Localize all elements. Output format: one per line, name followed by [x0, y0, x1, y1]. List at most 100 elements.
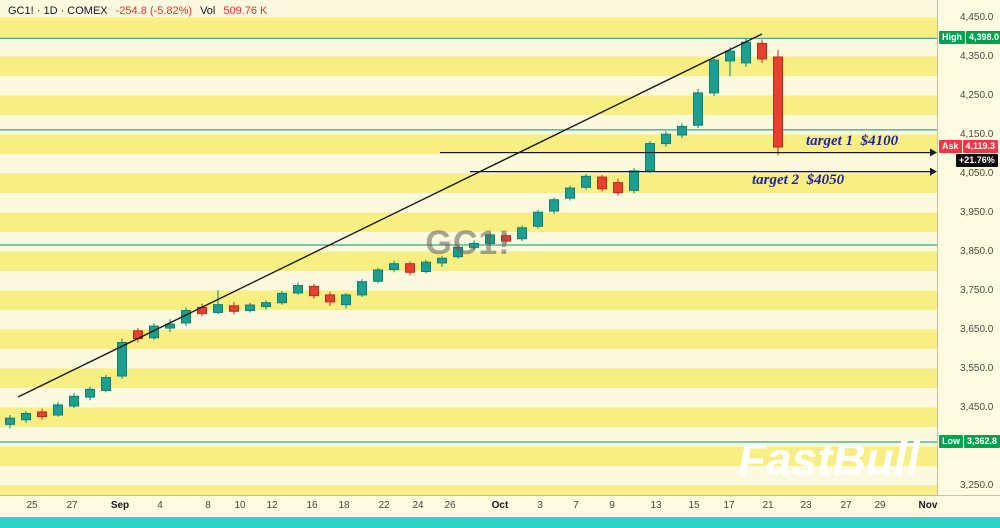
bg-stripe-yellow [0, 212, 937, 232]
bg-stripe-yellow [0, 290, 937, 310]
bg-stripe-yellow [0, 17, 937, 37]
candle-body [645, 143, 655, 172]
symbol-title: GC1! · 1D · COMEX [8, 5, 108, 17]
candle-body [661, 133, 671, 145]
candle-body [85, 388, 95, 398]
price-tick-label: 4,050.0 [960, 168, 994, 179]
candle-body [229, 305, 239, 312]
high-label-badge: High [939, 31, 965, 45]
chart-canvas[interactable]: GC1! GC1! · 1D · COMEX -254.8 (-5.82%) V… [0, 0, 937, 495]
target1-annotation[interactable]: target 1 $4100 [806, 133, 899, 149]
candle-body [357, 281, 367, 296]
time-tick-month: Sep [110, 500, 130, 511]
time-axis[interactable]: 25 27 Sep 4 8 10 12 16 18 22 24 26 Oct 3 7 9 13 15 17 21 23 2… [0, 495, 1000, 518]
change-percent-row: +21.76% [956, 153, 998, 167]
price-tick-label: 3,850.0 [960, 246, 994, 257]
time-tick-day: 9 [609, 500, 615, 511]
bg-stripe-pale [0, 154, 937, 174]
time-tick-day: 26 [444, 500, 456, 511]
target-arrow-2 [930, 167, 937, 176]
time-tick-day: 22 [378, 500, 390, 511]
low-price-badge: 3,362.8 [964, 435, 1000, 448]
candle-body [597, 176, 607, 190]
time-tick-day: 27 [840, 500, 852, 511]
candle-body [549, 199, 559, 212]
time-tick-day: 13 [650, 500, 662, 511]
time-tick-day: 7 [573, 500, 579, 511]
candle-body [469, 242, 479, 248]
candle-body [69, 395, 79, 407]
candle-body [501, 235, 511, 242]
bg-stripe-yellow [0, 251, 937, 271]
volume-value: 509.76 K [223, 5, 268, 17]
candle-body [741, 41, 751, 64]
candle-body [277, 292, 287, 304]
bg-stripe-pale [0, 310, 937, 330]
candle-body [5, 417, 15, 425]
bg-stripe-yellow [0, 368, 937, 388]
candle-body [21, 412, 31, 421]
time-tick-month: Nov [918, 500, 938, 511]
time-tick-day: 8 [205, 500, 211, 511]
price-tick-label: 4,150.0 [960, 129, 994, 140]
low-badge-row: Low 3,362.8 [939, 435, 1000, 448]
time-tick-month: Oct [491, 500, 509, 511]
bg-stripe-yellow [0, 173, 937, 193]
time-tick-day: 18 [338, 500, 350, 511]
price-tick-label: 3,750.0 [960, 285, 994, 296]
time-tick-day: 4 [157, 500, 163, 511]
candle-body [261, 302, 271, 308]
candle-body [453, 246, 463, 258]
bg-stripe-yellow [0, 95, 937, 115]
bg-stripe-pale [0, 0, 937, 18]
price-tick-label: 4,350.0 [960, 51, 994, 62]
change-percent-badge: +21.76% [956, 153, 998, 167]
candle-body [149, 325, 159, 339]
candle-body [101, 377, 111, 391]
bg-stripe-yellow [0, 56, 937, 76]
candle-body [245, 304, 255, 312]
high-price-badge: 4,398.0 [966, 31, 1000, 45]
candle-body [565, 187, 575, 199]
volume-label: Vol [200, 5, 216, 17]
high-badge-row: High 4,398.0 [939, 31, 1000, 45]
target-arrow-1 [930, 148, 937, 157]
price-axis[interactable]: 4,450.0 4,350.0 4,250.0 4,150.0 4,050.0 3,950… [937, 0, 1000, 495]
time-tick-day: 23 [800, 500, 812, 511]
time-tick-day: 17 [723, 500, 735, 511]
price-tick-label: 3,250.0 [960, 480, 994, 491]
time-tick-day: 27 [66, 500, 78, 511]
bg-stripe-pale [0, 232, 937, 252]
candle-body [309, 285, 319, 297]
time-tick-day: 25 [26, 500, 38, 511]
candle-body [389, 263, 399, 271]
candle-body [613, 182, 623, 194]
candle-body [485, 234, 495, 244]
price-tick-label: 3,950.0 [960, 207, 994, 218]
candle-body [533, 211, 543, 227]
price-tick-label: 4,250.0 [960, 90, 994, 101]
fastbull-logo: FastBull [738, 433, 920, 485]
time-tick-day: 21 [762, 500, 774, 511]
candle-body [437, 257, 447, 264]
candle-body [165, 323, 175, 329]
time-tick-day: 10 [234, 500, 246, 511]
target2-annotation[interactable]: target 2 $4050 [752, 172, 845, 188]
candle-body [213, 304, 223, 313]
time-tick-day: 29 [874, 500, 886, 511]
candle-body [517, 227, 527, 240]
candle-body [405, 263, 415, 273]
ask-label-badge: Ask [939, 139, 962, 153]
price-tick-label: 3,650.0 [960, 324, 994, 335]
bg-stripe-yellow [0, 329, 937, 349]
price-tick-label: 3,550.0 [960, 363, 994, 374]
candle-body [677, 125, 687, 136]
trendline[interactable] [17, 33, 763, 398]
candle-body [709, 59, 719, 94]
candle-body [117, 341, 127, 377]
candle-body [421, 261, 431, 273]
bg-stripe-yellow [0, 446, 937, 466]
ask-price-badge: 4,119.3 [962, 139, 999, 153]
symbol-watermark: GC1! [425, 224, 511, 262]
